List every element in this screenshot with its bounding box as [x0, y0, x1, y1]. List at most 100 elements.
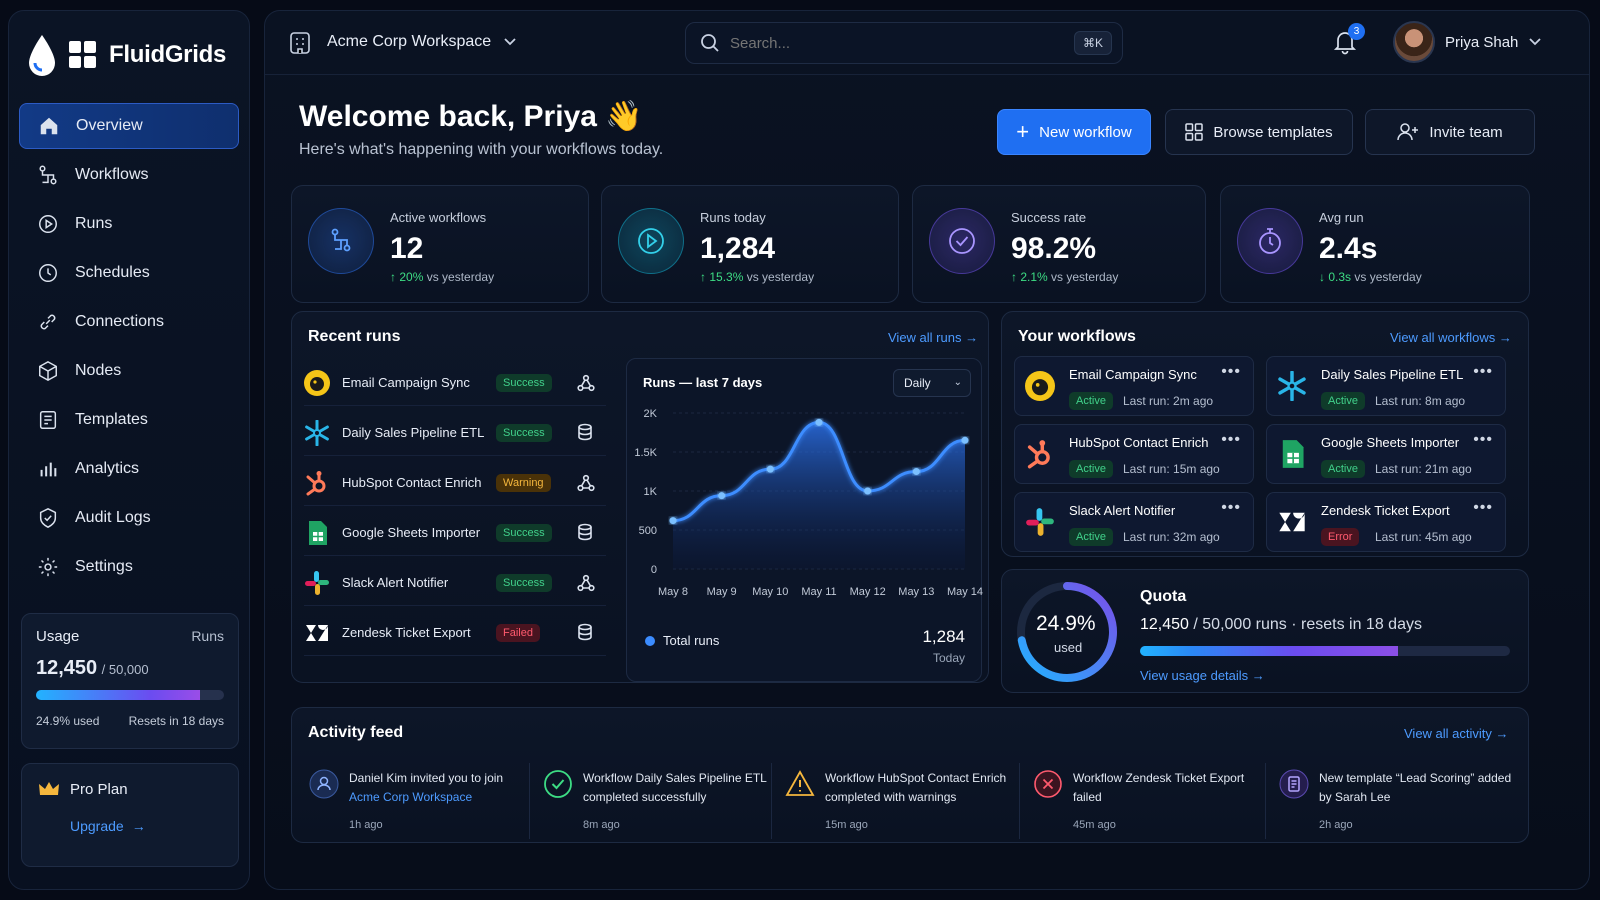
user-menu[interactable]: Priya Shah — [1393, 21, 1542, 63]
webhook-icon — [577, 474, 595, 492]
stat-value: 1,284 — [700, 232, 776, 265]
sidebar-item-schedules[interactable]: Schedules — [19, 250, 239, 296]
stat-delta-text: vs yesterday — [1354, 270, 1422, 284]
quota-title: Quota — [1140, 588, 1187, 605]
table-row[interactable]: HubSpot Contact Enrich Warning — [304, 460, 606, 506]
check-circle-icon — [544, 770, 572, 798]
usage-card: Usage Runs 12,450 / 50,000 24.9% used Re… — [21, 613, 239, 749]
sidebar-item-nodes[interactable]: Nodes — [19, 348, 239, 394]
hubspot-logo-icon — [306, 470, 326, 495]
runs-chart-card: Runs — last 7 days Daily ⌄ 0 500 1K 1.5K 2K M… — [626, 358, 983, 682]
new-workflow-button[interactable]: + New workflow — [997, 109, 1151, 155]
hubspot-logo-icon — [1027, 440, 1050, 469]
browse-templates-label: Browse templates — [1213, 123, 1333, 141]
run-name: Slack Alert Notifier — [342, 575, 449, 590]
view-all-activity-link[interactable]: View all activity → — [1404, 726, 1509, 741]
sidebar-item-workflows[interactable]: Workflows — [19, 152, 239, 198]
arrow-right-icon: → — [1498, 330, 1512, 345]
activity-item: New template “Lead Scoring” added by Sar… — [1279, 763, 1511, 841]
stat-card-active-workflows: Active workflows 12 ↑ 20% vs yesterday — [291, 185, 589, 303]
search-box[interactable]: ⌘K — [685, 22, 1123, 64]
database-icon — [578, 423, 592, 441]
sidebar-item-label: Templates — [75, 411, 148, 428]
stat-icon-circle — [308, 208, 374, 274]
more-options-icon[interactable]: ••• — [1473, 499, 1493, 516]
sidebar-item-runs[interactable]: Runs — [19, 201, 239, 247]
zendesk-logo-icon — [306, 624, 328, 641]
recent-runs-card: Recent runs View all runs → Email Campai… — [291, 311, 989, 683]
sidebar-item-label: Overview — [76, 117, 143, 134]
top-bar: Acme Corp Workspace ⌘K 3 Priya Shah — [265, 11, 1589, 75]
activity-item: Workflow HubSpot Contact Enrich complete… — [785, 763, 1015, 841]
usage-used: 12,450 — [36, 657, 98, 679]
view-usage-details-link[interactable]: View usage details → — [1140, 668, 1265, 683]
more-options-icon[interactable]: ••• — [1221, 499, 1241, 516]
table-row[interactable]: Google Sheets Importer Success — [304, 510, 606, 556]
run-name: Google Sheets Importer — [342, 525, 481, 540]
invite-team-button[interactable]: Invite team — [1365, 109, 1535, 155]
more-options-icon[interactable]: ••• — [1473, 363, 1493, 380]
table-row[interactable]: Daily Sales Pipeline ETL Success — [304, 410, 606, 456]
page-title: Welcome back, Priya 👋 — [299, 100, 643, 133]
status-badge: Success — [496, 573, 552, 592]
sidebar-item-overview[interactable]: Overview — [19, 103, 239, 149]
workspace-link[interactable]: Acme Corp Workspace — [349, 790, 473, 804]
workflow-card[interactable]: HubSpot Contact Enrich Active Last run: 15… — [1014, 424, 1254, 484]
x-tick-label: May 14 — [947, 586, 983, 598]
sidebar-item-templates[interactable]: Templates — [19, 397, 239, 443]
status-badge: Active — [1069, 392, 1113, 410]
stat-delta-text: vs yesterday — [746, 270, 815, 284]
activity-time: 15m ago — [825, 819, 868, 831]
sidebar-item-connections[interactable]: Connections — [19, 299, 239, 345]
workflow-name: Email Campaign Sync — [1069, 367, 1197, 382]
workspace-selector[interactable]: Acme Corp Workspace — [327, 33, 517, 51]
page-subtitle: Here's what's happening with your workfl… — [299, 141, 664, 158]
workflow-card[interactable]: Google Sheets Importer Active Last run: 21… — [1266, 424, 1506, 484]
brand-logo[interactable]: FluidGrids — [27, 33, 226, 77]
browse-templates-button[interactable]: Browse templates — [1165, 109, 1353, 155]
sidebar-item-label: Settings — [75, 558, 133, 575]
gear-icon — [38, 557, 58, 577]
search-input[interactable] — [730, 34, 1050, 52]
more-options-icon[interactable]: ••• — [1221, 431, 1241, 448]
data-point — [718, 492, 726, 500]
google-sheets-logo-icon — [309, 520, 327, 545]
table-row[interactable]: Email Campaign Sync Success — [304, 360, 606, 406]
quota-card: 24.9% used Quota 12,450 / 50,000 runs · … — [1001, 569, 1529, 693]
recent-runs-title: Recent runs — [308, 328, 401, 345]
x-tick-label: May 12 — [850, 586, 886, 598]
x-tick-label: May 9 — [707, 586, 737, 598]
webhook-icon — [577, 574, 595, 592]
crown-icon — [39, 782, 59, 795]
workspace-name: Acme Corp Workspace — [327, 33, 492, 50]
view-all-activity-label: View all activity — [1404, 726, 1492, 741]
notification-button[interactable]: 3 — [1333, 23, 1365, 57]
view-all-runs-link[interactable]: View all runs → — [888, 330, 978, 345]
workflow-icon — [331, 228, 351, 252]
data-point — [766, 465, 774, 473]
sidebar-item-analytics[interactable]: Analytics — [19, 446, 239, 492]
upgrade-link[interactable]: Upgrade → — [70, 818, 222, 834]
view-usage-details-label: View usage details — [1140, 668, 1249, 683]
sidebar-item-label: Schedules — [75, 264, 150, 281]
workflow-name: Zendesk Ticket Export — [1321, 503, 1450, 518]
range-select[interactable]: Daily ⌄ — [893, 369, 971, 397]
sidebar-item-settings[interactable]: Settings — [19, 544, 239, 590]
workflow-card[interactable]: Slack Alert Notifier Active Last run: 32m … — [1014, 492, 1254, 552]
run-name: Zendesk Ticket Export — [342, 625, 471, 640]
slack-logo-icon — [305, 570, 329, 595]
view-all-workflows-link[interactable]: View all workflows → — [1390, 330, 1512, 345]
activity-divider — [529, 763, 530, 839]
plan-card: Pro Plan Upgrade → — [21, 763, 239, 867]
table-row[interactable]: Zendesk Ticket Export Failed — [304, 610, 606, 656]
workflow-name: HubSpot Contact Enrich — [1069, 435, 1209, 450]
workflow-card[interactable]: Zendesk Ticket Export Error Last run: 45m … — [1266, 492, 1506, 552]
sidebar-item-audit-logs[interactable]: Audit Logs — [19, 495, 239, 541]
table-row[interactable]: Slack Alert Notifier Success — [304, 560, 606, 606]
zendesk-logo-icon — [1279, 512, 1305, 532]
workflow-card[interactable]: Email Campaign Sync Active Last run: 2m ag… — [1014, 356, 1254, 416]
last-run: Last run: 32m ago — [1123, 530, 1220, 544]
more-options-icon[interactable]: ••• — [1473, 431, 1493, 448]
workflow-card[interactable]: Daily Sales Pipeline ETL Active Last run: … — [1266, 356, 1506, 416]
more-options-icon[interactable]: ••• — [1221, 363, 1241, 380]
